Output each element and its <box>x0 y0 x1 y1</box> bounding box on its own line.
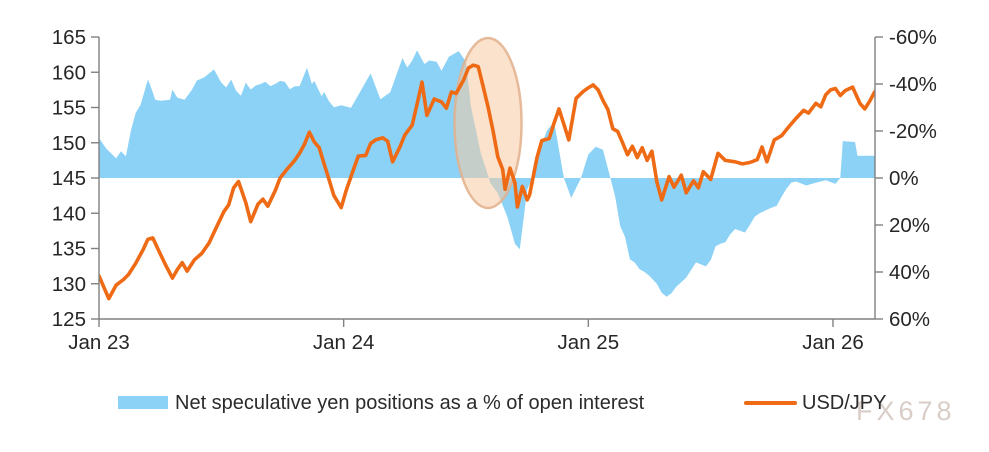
watermark-fx678: FX678 <box>856 396 956 426</box>
chart-canvas: 165 160 155 150 145 140 135 130 125 -60% -40% -20% 0… <box>52 26 937 354</box>
area-series-label: Net speculative yen positions as a % of … <box>175 392 645 414</box>
left-axis-tick-label: 140 <box>52 202 86 225</box>
highlight-ellipse <box>453 36 523 210</box>
left-axis-tick-label: 150 <box>52 132 86 155</box>
line-series-label: USD/JPY <box>802 392 887 414</box>
left-axis-tick-label: 135 <box>52 238 86 261</box>
chart-legend: Net speculative yen positions as a % of … <box>0 388 989 422</box>
left-axis-tick-label: 145 <box>52 167 86 190</box>
right-axis-tick-label: 20% <box>889 214 930 237</box>
right-axis-tick-label: 60% <box>889 308 930 331</box>
area-series-swatch <box>118 396 168 409</box>
right-axis-tick-label: -40% <box>889 73 937 96</box>
right-axis-tick-label: -20% <box>889 120 937 143</box>
right-axis-tick-label: 0% <box>889 167 919 190</box>
left-axis-tick-label: 160 <box>52 61 86 84</box>
x-axis-tick-label: Jan 25 <box>558 331 620 354</box>
x-axis-tick-label: Jan 24 <box>313 331 375 354</box>
left-axis-tick-label: 155 <box>52 97 86 120</box>
left-axis-tick-label: 165 <box>52 26 86 49</box>
line-series-swatch <box>744 401 797 405</box>
dual-axis-chart: 165 160 155 150 145 140 135 130 125 -60% -40% -20% 0… <box>52 26 937 354</box>
left-axis-tick-label: 130 <box>52 273 86 296</box>
right-axis-tick-label: -60% <box>889 26 937 49</box>
x-axis-tick-label: Jan 23 <box>68 331 130 354</box>
x-axis-tick-label: Jan 26 <box>802 331 864 354</box>
right-axis-tick-label: 40% <box>889 261 930 284</box>
usdjpy-line <box>99 63 875 301</box>
left-axis-tick-label: 125 <box>52 308 86 331</box>
